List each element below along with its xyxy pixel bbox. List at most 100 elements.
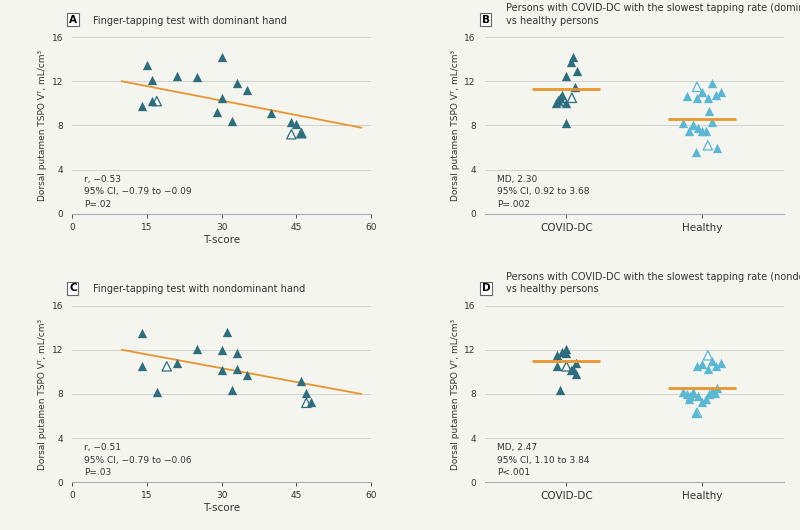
Point: [696, 127, 709, 135]
Text: D: D: [482, 283, 490, 293]
Point: [230, 349, 243, 357]
Point: [560, 362, 573, 370]
Point: [146, 97, 158, 105]
Point: [682, 395, 695, 404]
Point: [570, 359, 582, 367]
Text: Finger-tapping test with nondominant hand: Finger-tapping test with nondominant han…: [93, 284, 305, 294]
Point: [210, 108, 223, 117]
Point: [300, 399, 313, 407]
Text: Finger-tapping test with dominant hand: Finger-tapping test with dominant hand: [93, 15, 287, 25]
Point: [225, 385, 238, 394]
Point: [696, 88, 709, 96]
Point: [295, 376, 308, 385]
Point: [706, 79, 718, 87]
Point: [711, 143, 724, 152]
Point: [568, 83, 581, 91]
Point: [706, 357, 718, 365]
Point: [566, 94, 578, 102]
Point: [677, 119, 690, 127]
Point: [564, 58, 577, 67]
Y-axis label: Dorsal putamen TSPO Vᵀ, mL/cm³: Dorsal putamen TSPO Vᵀ, mL/cm³: [38, 50, 47, 201]
Text: A: A: [69, 15, 77, 25]
Point: [160, 362, 173, 370]
Point: [677, 387, 690, 396]
Point: [681, 91, 694, 100]
Point: [567, 52, 580, 61]
Point: [560, 349, 573, 357]
Y-axis label: Dorsal putamen TSPO Vᵀ, mL/cm³: Dorsal putamen TSPO Vᵀ, mL/cm³: [451, 319, 460, 470]
Point: [135, 362, 148, 370]
Point: [285, 118, 298, 126]
Point: [560, 72, 573, 80]
Text: Persons with COVID-DC with the slowest tapping rate (dominant hand)
vs healthy p: Persons with COVID-DC with the slowest t…: [506, 3, 800, 25]
Point: [146, 76, 158, 84]
Point: [686, 387, 699, 396]
Point: [686, 121, 699, 130]
Point: [706, 386, 718, 395]
Point: [240, 371, 253, 379]
Point: [564, 366, 577, 374]
Point: [215, 52, 228, 61]
Point: [684, 392, 697, 401]
Point: [220, 328, 233, 337]
Point: [692, 123, 705, 132]
Point: [702, 351, 714, 359]
Text: MD, 2.30
95% CI, 0.92 to 3.68
P=.002: MD, 2.30 95% CI, 0.92 to 3.68 P=.002: [497, 175, 590, 209]
Point: [686, 388, 699, 397]
Point: [305, 398, 318, 406]
Y-axis label: Dorsal putamen TSPO Vᵀ, mL/cm³: Dorsal putamen TSPO Vᵀ, mL/cm³: [451, 50, 460, 201]
X-axis label: T-score: T-score: [203, 503, 240, 513]
Point: [711, 384, 724, 393]
Point: [560, 119, 573, 127]
Point: [690, 148, 702, 156]
Point: [240, 86, 253, 94]
Point: [703, 390, 716, 398]
Point: [715, 359, 728, 367]
Point: [690, 94, 703, 102]
Point: [702, 94, 714, 102]
Point: [703, 107, 716, 116]
X-axis label: T-score: T-score: [203, 235, 240, 244]
Point: [556, 90, 569, 99]
Point: [681, 390, 694, 398]
Point: [690, 362, 703, 370]
Point: [554, 94, 566, 102]
Point: [550, 362, 563, 370]
Point: [552, 96, 565, 104]
Point: [265, 109, 278, 118]
Point: [556, 348, 569, 356]
Point: [702, 141, 714, 149]
Y-axis label: Dorsal putamen TSPO Vᵀ, mL/cm³: Dorsal putamen TSPO Vᵀ, mL/cm³: [38, 319, 47, 470]
Point: [295, 129, 308, 137]
Point: [690, 409, 702, 417]
Point: [710, 90, 722, 99]
Point: [702, 364, 714, 373]
Point: [300, 388, 313, 397]
Point: [682, 127, 695, 135]
Point: [700, 127, 713, 135]
Point: [567, 364, 580, 373]
Point: [215, 94, 228, 102]
Point: [560, 99, 573, 108]
Point: [230, 79, 243, 87]
Point: [190, 73, 203, 81]
Point: [225, 117, 238, 125]
Point: [190, 344, 203, 353]
Point: [696, 398, 709, 406]
Point: [170, 359, 183, 367]
Point: [135, 329, 148, 338]
Point: [570, 370, 582, 378]
Point: [690, 409, 703, 417]
Point: [700, 395, 713, 404]
Text: r, −0.53
95% CI, −0.79 to −0.09
P=.02: r, −0.53 95% CI, −0.79 to −0.09 P=.02: [84, 175, 191, 209]
Point: [170, 72, 183, 80]
Point: [692, 392, 705, 401]
Point: [706, 118, 718, 126]
Point: [150, 97, 163, 105]
Point: [549, 99, 562, 108]
Point: [140, 60, 153, 69]
Point: [554, 97, 567, 105]
Point: [571, 67, 584, 76]
Point: [708, 388, 721, 397]
Point: [554, 385, 566, 394]
